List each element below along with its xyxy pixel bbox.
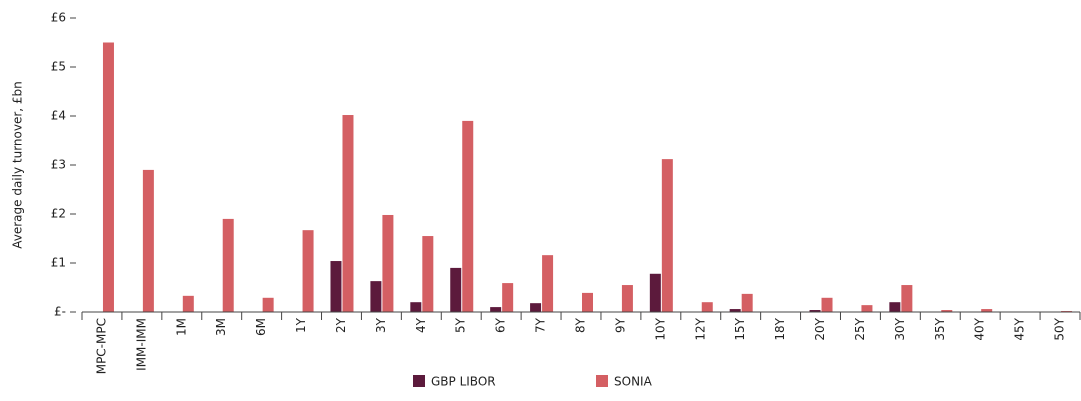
bar bbox=[621, 285, 633, 312]
bar bbox=[661, 159, 673, 312]
bar bbox=[701, 302, 713, 312]
bar bbox=[649, 273, 661, 312]
legend-swatch bbox=[413, 375, 425, 387]
x-tick-label: 40Y bbox=[973, 317, 987, 340]
bar bbox=[102, 42, 114, 312]
bar bbox=[821, 297, 833, 312]
bar bbox=[941, 310, 953, 312]
x-tick-label: 3Y bbox=[374, 317, 388, 333]
x-tick-label: MPC-MPC bbox=[94, 318, 108, 374]
bar bbox=[809, 310, 821, 312]
x-tick-label: 5Y bbox=[454, 317, 468, 333]
legend-swatch bbox=[596, 375, 608, 387]
x-tick-label: 1Y bbox=[294, 317, 308, 333]
x-tick-label: 20Y bbox=[813, 317, 827, 340]
bar bbox=[342, 115, 354, 313]
bar bbox=[330, 261, 342, 312]
bar bbox=[901, 285, 913, 312]
bar bbox=[410, 302, 422, 312]
y-tick-label: £- bbox=[54, 305, 66, 319]
bar bbox=[542, 255, 554, 312]
bar bbox=[182, 295, 194, 312]
bar bbox=[729, 309, 741, 312]
bar bbox=[222, 218, 234, 312]
y-axis-label: Average daily turnover, £bn bbox=[11, 81, 25, 249]
x-tick-label: 3M bbox=[214, 318, 228, 336]
x-tick-label: 6Y bbox=[494, 317, 508, 333]
legend-label: GBP LIBOR bbox=[431, 375, 496, 389]
bar bbox=[422, 236, 434, 312]
bar bbox=[490, 307, 502, 312]
y-tick-label: £6 bbox=[51, 11, 66, 25]
x-tick-label: 8Y bbox=[574, 317, 588, 333]
bar bbox=[262, 297, 274, 312]
x-tick-label: 10Y bbox=[653, 317, 667, 340]
y-tick-label: £4 bbox=[51, 109, 66, 123]
bar bbox=[370, 281, 382, 312]
y-tick-label: £2 bbox=[51, 207, 66, 221]
y-tick-label: £3 bbox=[51, 158, 66, 172]
x-tick-label: 18Y bbox=[773, 317, 787, 340]
bar bbox=[462, 120, 474, 313]
bar bbox=[741, 293, 753, 312]
y-tick-label: £1 bbox=[51, 256, 66, 270]
x-tick-label: 15Y bbox=[733, 317, 747, 340]
bar bbox=[861, 305, 873, 312]
x-tick-label: 4Y bbox=[414, 317, 428, 333]
x-tick-label: 45Y bbox=[1013, 317, 1027, 340]
x-tick-label: 12Y bbox=[693, 317, 707, 340]
bar bbox=[582, 292, 593, 312]
x-tick-label: 7Y bbox=[534, 317, 548, 333]
bar bbox=[382, 214, 394, 312]
x-tick-label: 2Y bbox=[334, 317, 348, 333]
bar bbox=[450, 267, 462, 312]
x-tick-label: 9Y bbox=[613, 317, 627, 333]
x-tick-label: IMM-IMM bbox=[134, 318, 148, 371]
x-tick-label: 6M bbox=[254, 318, 268, 336]
x-tick-label: 35Y bbox=[933, 317, 947, 340]
legend-label: SONIA bbox=[614, 375, 653, 389]
x-tick-label: 50Y bbox=[1053, 317, 1067, 340]
x-tick-label: 1M bbox=[174, 318, 188, 336]
x-tick-label: 25Y bbox=[853, 317, 867, 340]
bar bbox=[302, 230, 314, 312]
y-tick-label: £5 bbox=[51, 60, 66, 74]
x-tick-label: 30Y bbox=[893, 317, 907, 340]
bar bbox=[502, 283, 514, 312]
bar bbox=[889, 302, 901, 312]
bar bbox=[142, 169, 154, 312]
bar bbox=[981, 309, 993, 312]
bar bbox=[530, 303, 542, 312]
